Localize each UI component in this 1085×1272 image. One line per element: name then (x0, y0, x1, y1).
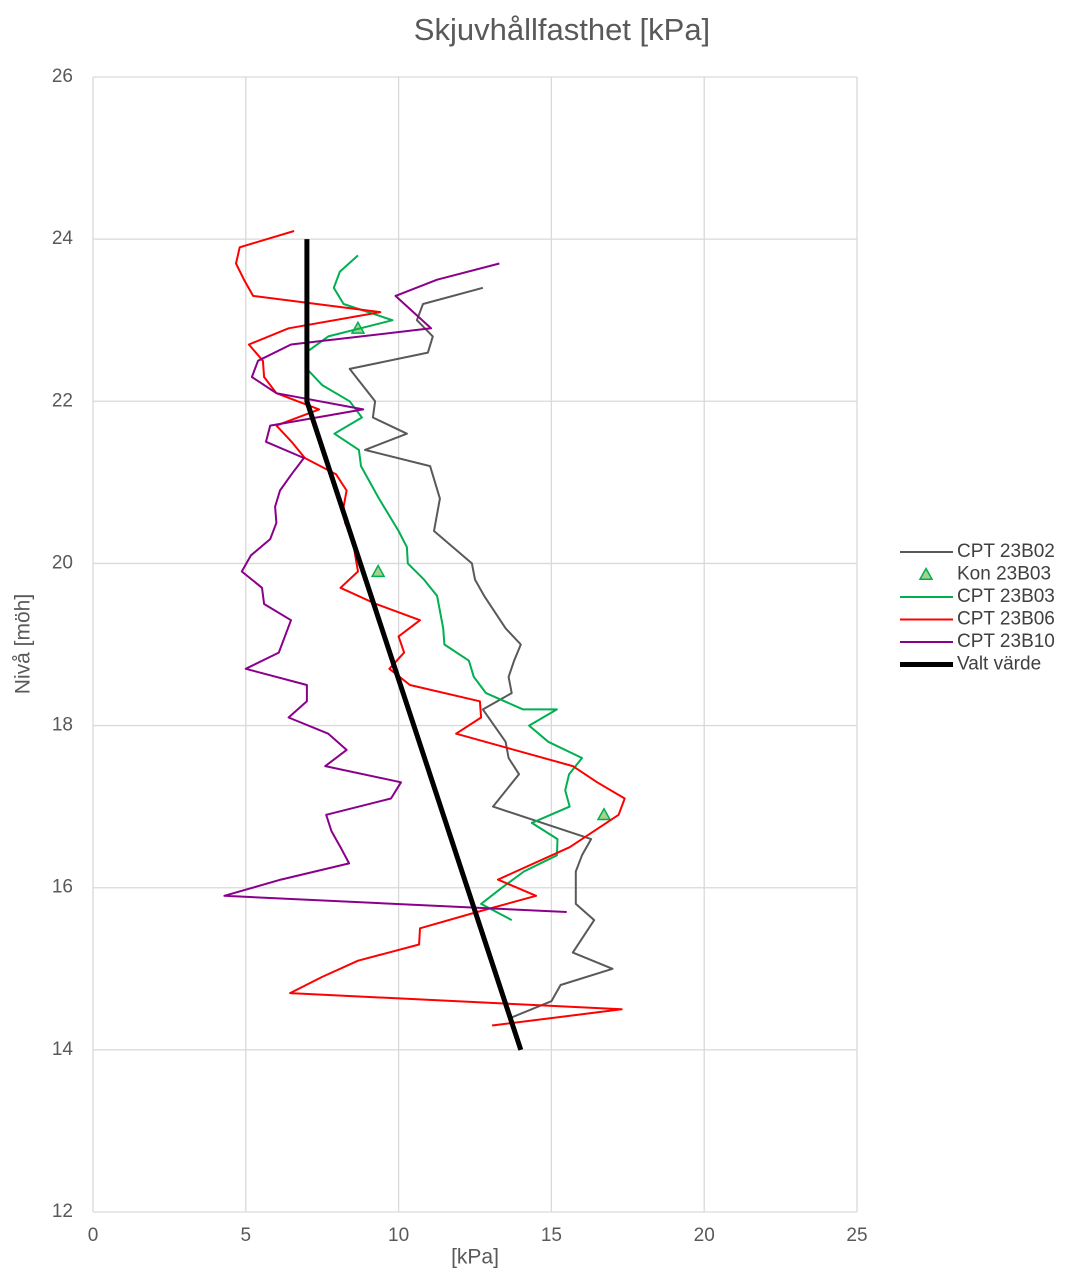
y-tick-label: 24 (52, 228, 74, 249)
chart-title: Skjuvhållfasthet [kPa] (414, 12, 710, 47)
y-tick-label: 26 (52, 66, 73, 87)
y-axis-title: Nivå [möh] (12, 594, 35, 694)
legend-marker (918, 566, 934, 581)
legend-label: CPT 23B10 (957, 631, 1055, 652)
y-tick-label: 18 (52, 715, 73, 736)
legend-label: Valt värde (957, 654, 1041, 675)
x-axis-title: [kPa] (451, 1246, 499, 1269)
y-tick-label: 12 (52, 1201, 73, 1222)
x-tick-label: 5 (241, 1225, 252, 1246)
data-line (223, 262, 567, 913)
data-line (304, 239, 524, 1051)
legend-label: Kon 23B03 (957, 564, 1051, 585)
y-tick-label: 14 (52, 1039, 74, 1060)
y-tick-label: 22 (52, 390, 73, 411)
y-tick-label: 20 (52, 552, 73, 573)
data-point (370, 563, 386, 578)
legend-label: CPT 23B02 (957, 541, 1055, 562)
x-tick-label: 20 (694, 1225, 715, 1246)
y-tick-label: 16 (52, 877, 73, 898)
x-tick-label: 0 (88, 1225, 99, 1246)
legend-label: CPT 23B06 (957, 609, 1055, 630)
x-tick-label: 15 (541, 1225, 562, 1246)
x-tick-label: 25 (846, 1225, 867, 1246)
data-line (348, 286, 614, 1019)
legend-label: CPT 23B03 (957, 586, 1055, 607)
x-tick-label: 10 (388, 1225, 409, 1246)
data-point (596, 807, 612, 821)
